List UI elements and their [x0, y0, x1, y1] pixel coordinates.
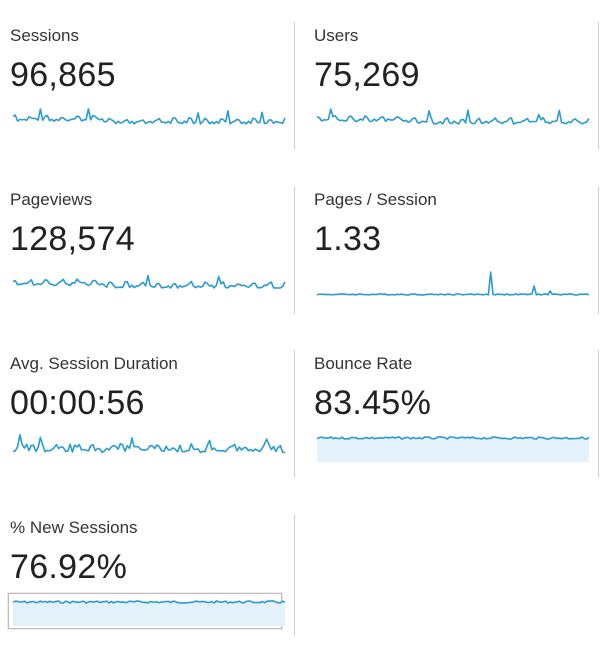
sparkline-chart: [12, 433, 286, 454]
sparkline-line: [12, 600, 286, 604]
metric-label: % New Sessions: [10, 518, 138, 537]
metric-value: 75,269: [314, 56, 420, 94]
column-divider: [294, 22, 295, 150]
metric-tile-users[interactable]: Users 75,269: [314, 0, 599, 150]
column-divider: [294, 350, 295, 478]
metric-label: Users: [314, 26, 359, 45]
metric-tile-pages-per-session[interactable]: Pages / Session 1.33: [314, 164, 599, 314]
metric-value: 128,574: [10, 220, 136, 258]
sparkline-chart: [316, 271, 590, 296]
sparkline-chart: [12, 108, 286, 125]
sparkline-chart: [12, 600, 286, 626]
column-divider: [598, 186, 599, 314]
sparkline-chart: [316, 108, 590, 125]
sparkline-line: [12, 433, 286, 454]
metric-value: 1.33: [314, 220, 382, 258]
column-divider: [294, 514, 295, 636]
metric-tile-bounce-rate[interactable]: Bounce Rate 83.45%: [314, 328, 599, 478]
sparkline-line: [316, 271, 590, 296]
sparkline-area: [317, 436, 589, 462]
metric-tile-new-sessions-pct[interactable]: % New Sessions 76.92%: [8, 492, 295, 642]
metric-label: Sessions: [10, 26, 79, 45]
sparkline-line: [316, 108, 590, 125]
column-divider: [598, 22, 599, 150]
sparkline-line: [12, 108, 286, 125]
metric-tile-sessions[interactable]: Sessions 96,865: [10, 0, 295, 150]
metric-value: 76.92%: [10, 548, 128, 586]
metric-tile-pageviews[interactable]: Pageviews 128,574: [10, 164, 295, 314]
column-divider: [598, 350, 599, 478]
metric-tile-avg-session-duration[interactable]: Avg. Session Duration 00:00:56: [10, 328, 295, 478]
sparkline-line: [316, 436, 590, 440]
metric-label: Avg. Session Duration: [10, 354, 178, 373]
metric-value: 00:00:56: [10, 384, 145, 422]
metric-label: Bounce Rate: [314, 354, 413, 373]
metric-value: 83.45%: [314, 384, 432, 422]
sparkline-area: [13, 600, 285, 626]
sparkline-chart: [316, 436, 590, 462]
metric-value: 96,865: [10, 56, 116, 94]
metric-label: Pageviews: [10, 190, 93, 209]
sparkline-line: [12, 274, 286, 289]
metric-label: Pages / Session: [314, 190, 437, 209]
sparkline-chart: [12, 274, 286, 289]
column-divider: [294, 186, 295, 314]
